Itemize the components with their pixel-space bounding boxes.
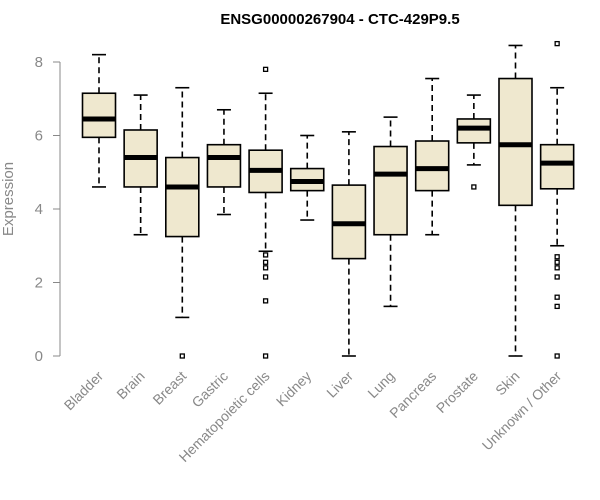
outlier-point (262, 274, 269, 280)
x-tick-label: Kidney (273, 368, 315, 410)
x-tick-label: Skin (492, 368, 523, 399)
outlier-point (554, 40, 560, 47)
box-liver (331, 131, 367, 357)
box-skin (498, 44, 533, 357)
box-lung (373, 116, 408, 308)
outlier-point (262, 265, 269, 271)
box-rect (414, 140, 450, 192)
y-tick-label: 2 (35, 275, 43, 292)
box-rect (165, 156, 200, 238)
x-tick-label: Brain (113, 368, 147, 402)
box-prostate (456, 94, 492, 190)
x-tick-label: Prostate (433, 368, 481, 416)
box-breast (165, 86, 200, 359)
box-rect (498, 77, 533, 207)
outlier-point (262, 353, 269, 359)
x-tick-label: Lung (364, 368, 397, 401)
outlier-point (554, 353, 560, 359)
outlier-point (262, 252, 269, 258)
box-group (81, 40, 575, 359)
x-tick-label: Unknown / Other (479, 368, 565, 454)
y-axis: 0 2 4 6 8 (35, 54, 61, 365)
y-tick-label: 0 (35, 348, 43, 365)
box-pancreas (414, 77, 450, 236)
y-axis-label: Expression (0, 162, 17, 236)
chart-title: ENSG00000267904 - CTC-429P9.5 (220, 11, 459, 28)
box-hematopoietic-cells (248, 66, 283, 359)
y-tick-label: 6 (35, 128, 43, 145)
x-tick-label: Liver (323, 368, 356, 401)
box-kidney (289, 134, 325, 221)
outlier-point (471, 184, 477, 190)
x-tick-label: Breast (149, 368, 189, 408)
y-tick-label: 4 (35, 201, 43, 218)
box-rect (206, 143, 242, 188)
outlier-point (554, 303, 560, 310)
outlier-point (554, 274, 560, 280)
box-rect (373, 145, 408, 236)
outlier-point (554, 254, 560, 260)
x-tick-label: Bladder (61, 368, 107, 414)
box-unknown-other (539, 40, 575, 359)
box-rect (81, 92, 117, 139)
box-gastric (206, 108, 242, 216)
box-bladder (81, 53, 117, 188)
box-rect (539, 143, 575, 190)
box-rect (456, 118, 492, 144)
outlier-point (554, 294, 560, 300)
outlier-point (262, 259, 269, 265)
outlier-point (262, 66, 269, 72)
outlier-point (554, 265, 560, 271)
outlier-point (554, 259, 560, 265)
outlier-point (262, 298, 269, 304)
y-tick-label: 8 (35, 54, 43, 71)
outlier-point (179, 353, 185, 359)
box-brain (123, 94, 158, 236)
